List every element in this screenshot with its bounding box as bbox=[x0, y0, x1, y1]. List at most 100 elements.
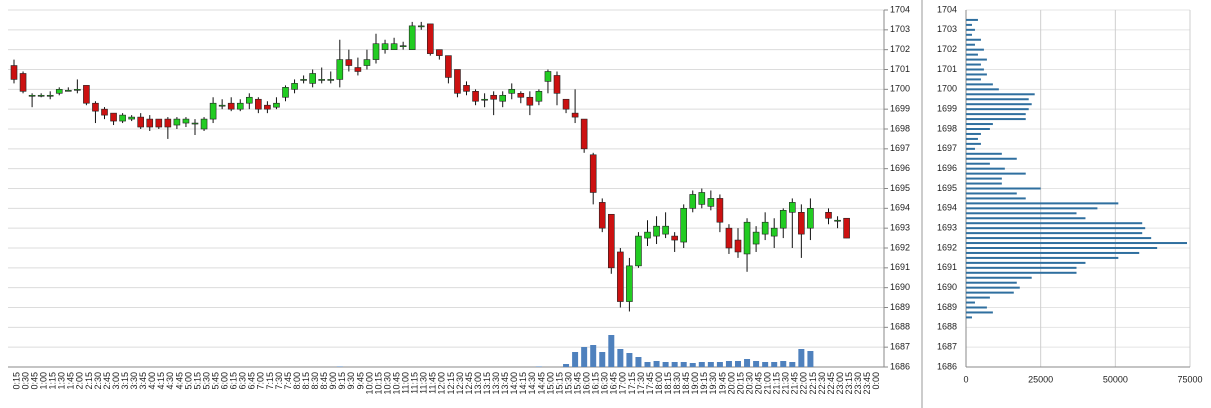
bar bbox=[966, 217, 1086, 220]
x-tick-label: 21:30 bbox=[781, 372, 791, 395]
candle-body bbox=[562, 98, 570, 110]
x-tick-label: 11:00 bbox=[401, 372, 411, 394]
bar bbox=[966, 296, 990, 299]
x-tick-label: 19:30 bbox=[708, 372, 718, 395]
x-tick-label: 7:30 bbox=[274, 372, 284, 390]
volume-bar bbox=[744, 359, 751, 367]
candle-body bbox=[110, 112, 117, 122]
candle-body bbox=[55, 89, 63, 94]
x-tick-label: 14:00 bbox=[509, 372, 519, 395]
y-tick-label: 1688 bbox=[890, 322, 910, 332]
y-tick-label: 1696 bbox=[890, 163, 910, 173]
candle-body bbox=[472, 91, 479, 102]
candle-body bbox=[137, 116, 144, 128]
x-tick-label: 16:00 bbox=[582, 372, 592, 395]
bar bbox=[966, 197, 1026, 200]
candle-body bbox=[463, 85, 470, 92]
bar bbox=[966, 266, 1077, 269]
y-tick-label: 1699 bbox=[937, 104, 957, 114]
x-tick-label: 17:00 bbox=[618, 372, 628, 395]
x-tick-label: 2:15 bbox=[84, 372, 94, 390]
x-tick-label: 9:30 bbox=[346, 372, 356, 390]
candle-body bbox=[236, 102, 244, 110]
candle-body bbox=[607, 213, 615, 269]
volume-bar bbox=[735, 361, 741, 367]
x-tick-label: 2:45 bbox=[102, 372, 112, 390]
candle-body bbox=[734, 239, 742, 253]
candle-body bbox=[698, 192, 706, 205]
candle-body bbox=[707, 198, 715, 207]
bar bbox=[966, 83, 993, 86]
x-tick-label: 19:00 bbox=[690, 372, 700, 395]
candle-body bbox=[173, 118, 181, 126]
candle-body bbox=[481, 98, 488, 101]
x-tick-label: 12:30 bbox=[455, 372, 465, 395]
bar bbox=[966, 78, 981, 81]
bar bbox=[966, 23, 972, 26]
bar bbox=[966, 128, 990, 130]
candle-body bbox=[209, 102, 217, 120]
bar bbox=[966, 251, 1140, 254]
volume-bar bbox=[707, 362, 714, 367]
volume-bar bbox=[563, 364, 570, 367]
candle-body bbox=[354, 67, 362, 72]
bar bbox=[966, 306, 987, 309]
x-tick-label: 5:30 bbox=[201, 372, 211, 390]
x-tick-label: 22:45 bbox=[826, 372, 836, 395]
y-tick-label: 1690 bbox=[937, 282, 957, 292]
candle-body bbox=[490, 94, 497, 100]
bar bbox=[966, 123, 993, 126]
x-tick-label: 15:00 bbox=[545, 372, 555, 395]
x-tick-label: 8:15 bbox=[301, 372, 311, 390]
x-tick-label: 19:45 bbox=[717, 372, 727, 395]
y-tick-label: 1695 bbox=[937, 183, 957, 193]
bar bbox=[966, 301, 975, 304]
candle-body bbox=[119, 114, 126, 122]
candle-body bbox=[743, 221, 751, 255]
candle-body bbox=[255, 98, 262, 110]
bar bbox=[966, 261, 1086, 264]
x-tick-label: 75000 bbox=[1177, 374, 1202, 384]
candle-body bbox=[399, 45, 407, 48]
candle-body bbox=[508, 89, 516, 94]
bar bbox=[966, 53, 978, 56]
candle-body bbox=[436, 49, 443, 56]
x-tick-label: 20:15 bbox=[735, 372, 745, 395]
bar bbox=[966, 311, 993, 314]
x-tick-label: 50000 bbox=[1103, 374, 1128, 384]
candle-body bbox=[309, 73, 316, 84]
candle-body bbox=[798, 212, 805, 235]
bar bbox=[966, 271, 1077, 274]
candle-body bbox=[83, 85, 90, 104]
x-tick-label: 5:45 bbox=[210, 372, 220, 390]
candle-body bbox=[580, 118, 588, 150]
candle-body bbox=[372, 43, 380, 60]
x-tick-label: 13:15 bbox=[482, 372, 492, 395]
bar bbox=[966, 98, 1029, 101]
bar bbox=[966, 18, 978, 21]
candle-body bbox=[834, 219, 841, 222]
candle-body bbox=[408, 25, 416, 50]
candle-body bbox=[37, 94, 45, 97]
x-tick-label: 22:15 bbox=[808, 372, 818, 395]
bar bbox=[966, 192, 1017, 195]
x-tick-label: 6:45 bbox=[247, 372, 257, 390]
bar bbox=[966, 247, 1158, 249]
x-tick-label: 13:45 bbox=[500, 372, 510, 395]
candle-body bbox=[589, 154, 597, 193]
volume-bar bbox=[798, 349, 805, 367]
bar bbox=[966, 142, 981, 145]
candle-body bbox=[74, 89, 81, 91]
x-tick-label: 16:45 bbox=[609, 372, 619, 395]
x-tick-label: 22:00 bbox=[799, 372, 809, 395]
candle-body bbox=[19, 73, 27, 92]
bar bbox=[966, 167, 1005, 170]
x-tick-label: 4:45 bbox=[174, 372, 184, 390]
candle-body bbox=[155, 118, 163, 128]
x-tick-label: 19:15 bbox=[699, 372, 709, 395]
x-tick-label: 23:45 bbox=[862, 372, 872, 395]
volume-bar bbox=[336, 366, 343, 367]
candle-body bbox=[680, 208, 688, 243]
volume-bar bbox=[653, 361, 660, 367]
